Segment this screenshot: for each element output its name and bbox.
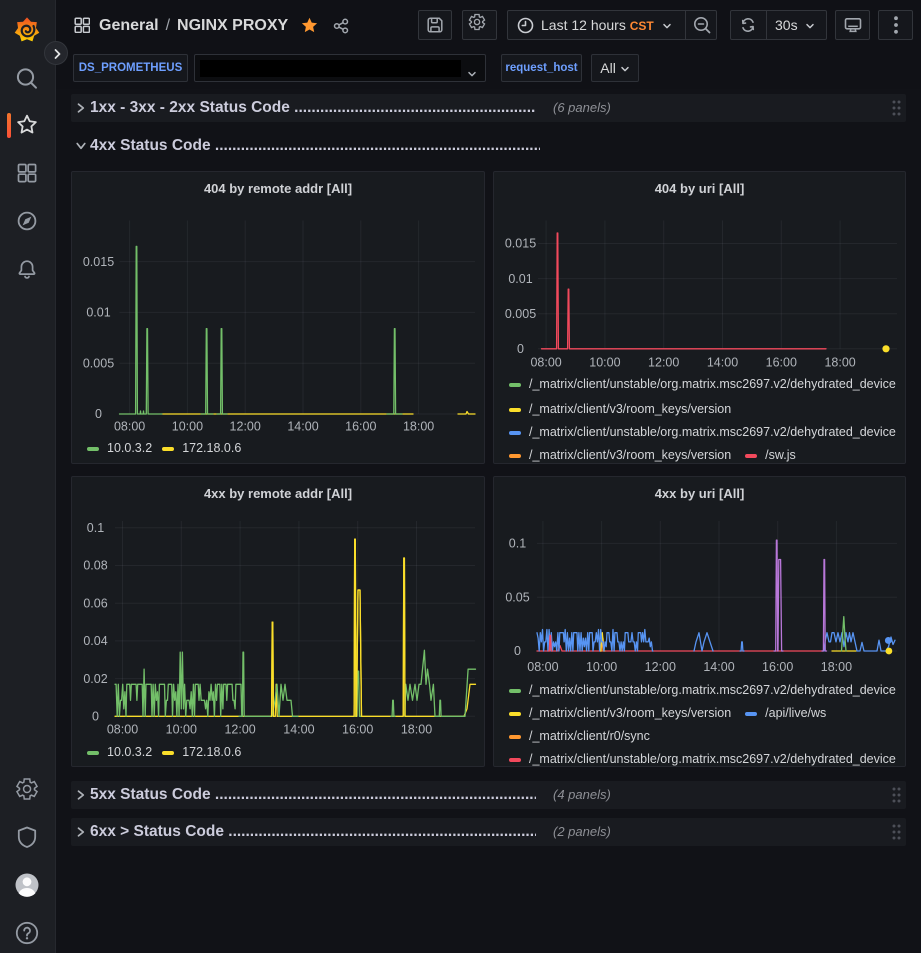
svg-text:10:00: 10:00 bbox=[166, 723, 197, 737]
svg-text:16:00: 16:00 bbox=[766, 356, 797, 370]
svg-text:0.06: 0.06 bbox=[83, 596, 107, 610]
svg-text:0: 0 bbox=[517, 342, 524, 356]
svg-text:0.005: 0.005 bbox=[505, 307, 536, 321]
svg-text:0.015: 0.015 bbox=[83, 255, 114, 269]
svg-text:0: 0 bbox=[514, 644, 521, 658]
svg-text:08:00: 08:00 bbox=[114, 419, 145, 433]
svg-text:10:00: 10:00 bbox=[589, 356, 620, 370]
svg-text:08:00: 08:00 bbox=[527, 660, 558, 674]
svg-text:14:00: 14:00 bbox=[287, 419, 318, 433]
svg-text:16:00: 16:00 bbox=[762, 660, 793, 674]
svg-text:0.01: 0.01 bbox=[508, 272, 532, 286]
svg-text:16:00: 16:00 bbox=[345, 419, 376, 433]
svg-text:14:00: 14:00 bbox=[283, 723, 314, 737]
svg-text:0: 0 bbox=[95, 407, 102, 421]
svg-text:08:00: 08:00 bbox=[530, 356, 561, 370]
svg-text:18:00: 18:00 bbox=[821, 660, 852, 674]
svg-text:0.08: 0.08 bbox=[83, 559, 107, 573]
svg-text:08:00: 08:00 bbox=[107, 723, 138, 737]
svg-text:0.05: 0.05 bbox=[505, 590, 529, 604]
svg-text:0.005: 0.005 bbox=[83, 356, 114, 370]
svg-text:10:00: 10:00 bbox=[172, 419, 203, 433]
svg-text:0.04: 0.04 bbox=[83, 634, 107, 648]
svg-text:14:00: 14:00 bbox=[703, 660, 734, 674]
svg-text:0: 0 bbox=[92, 710, 99, 724]
svg-text:14:00: 14:00 bbox=[707, 356, 738, 370]
svg-text:0.015: 0.015 bbox=[505, 237, 536, 251]
svg-text:0.02: 0.02 bbox=[83, 672, 107, 686]
svg-text:16:00: 16:00 bbox=[342, 723, 373, 737]
svg-text:12:00: 12:00 bbox=[224, 723, 255, 737]
svg-text:12:00: 12:00 bbox=[648, 356, 679, 370]
svg-text:18:00: 18:00 bbox=[403, 419, 434, 433]
svg-text:18:00: 18:00 bbox=[401, 723, 432, 737]
svg-text:0.1: 0.1 bbox=[509, 537, 526, 551]
svg-text:0.1: 0.1 bbox=[87, 521, 104, 535]
svg-text:12:00: 12:00 bbox=[645, 660, 676, 674]
svg-text:12:00: 12:00 bbox=[230, 419, 261, 433]
svg-text:10:00: 10:00 bbox=[586, 660, 617, 674]
svg-text:18:00: 18:00 bbox=[824, 356, 855, 370]
svg-text:0.01: 0.01 bbox=[86, 306, 110, 320]
